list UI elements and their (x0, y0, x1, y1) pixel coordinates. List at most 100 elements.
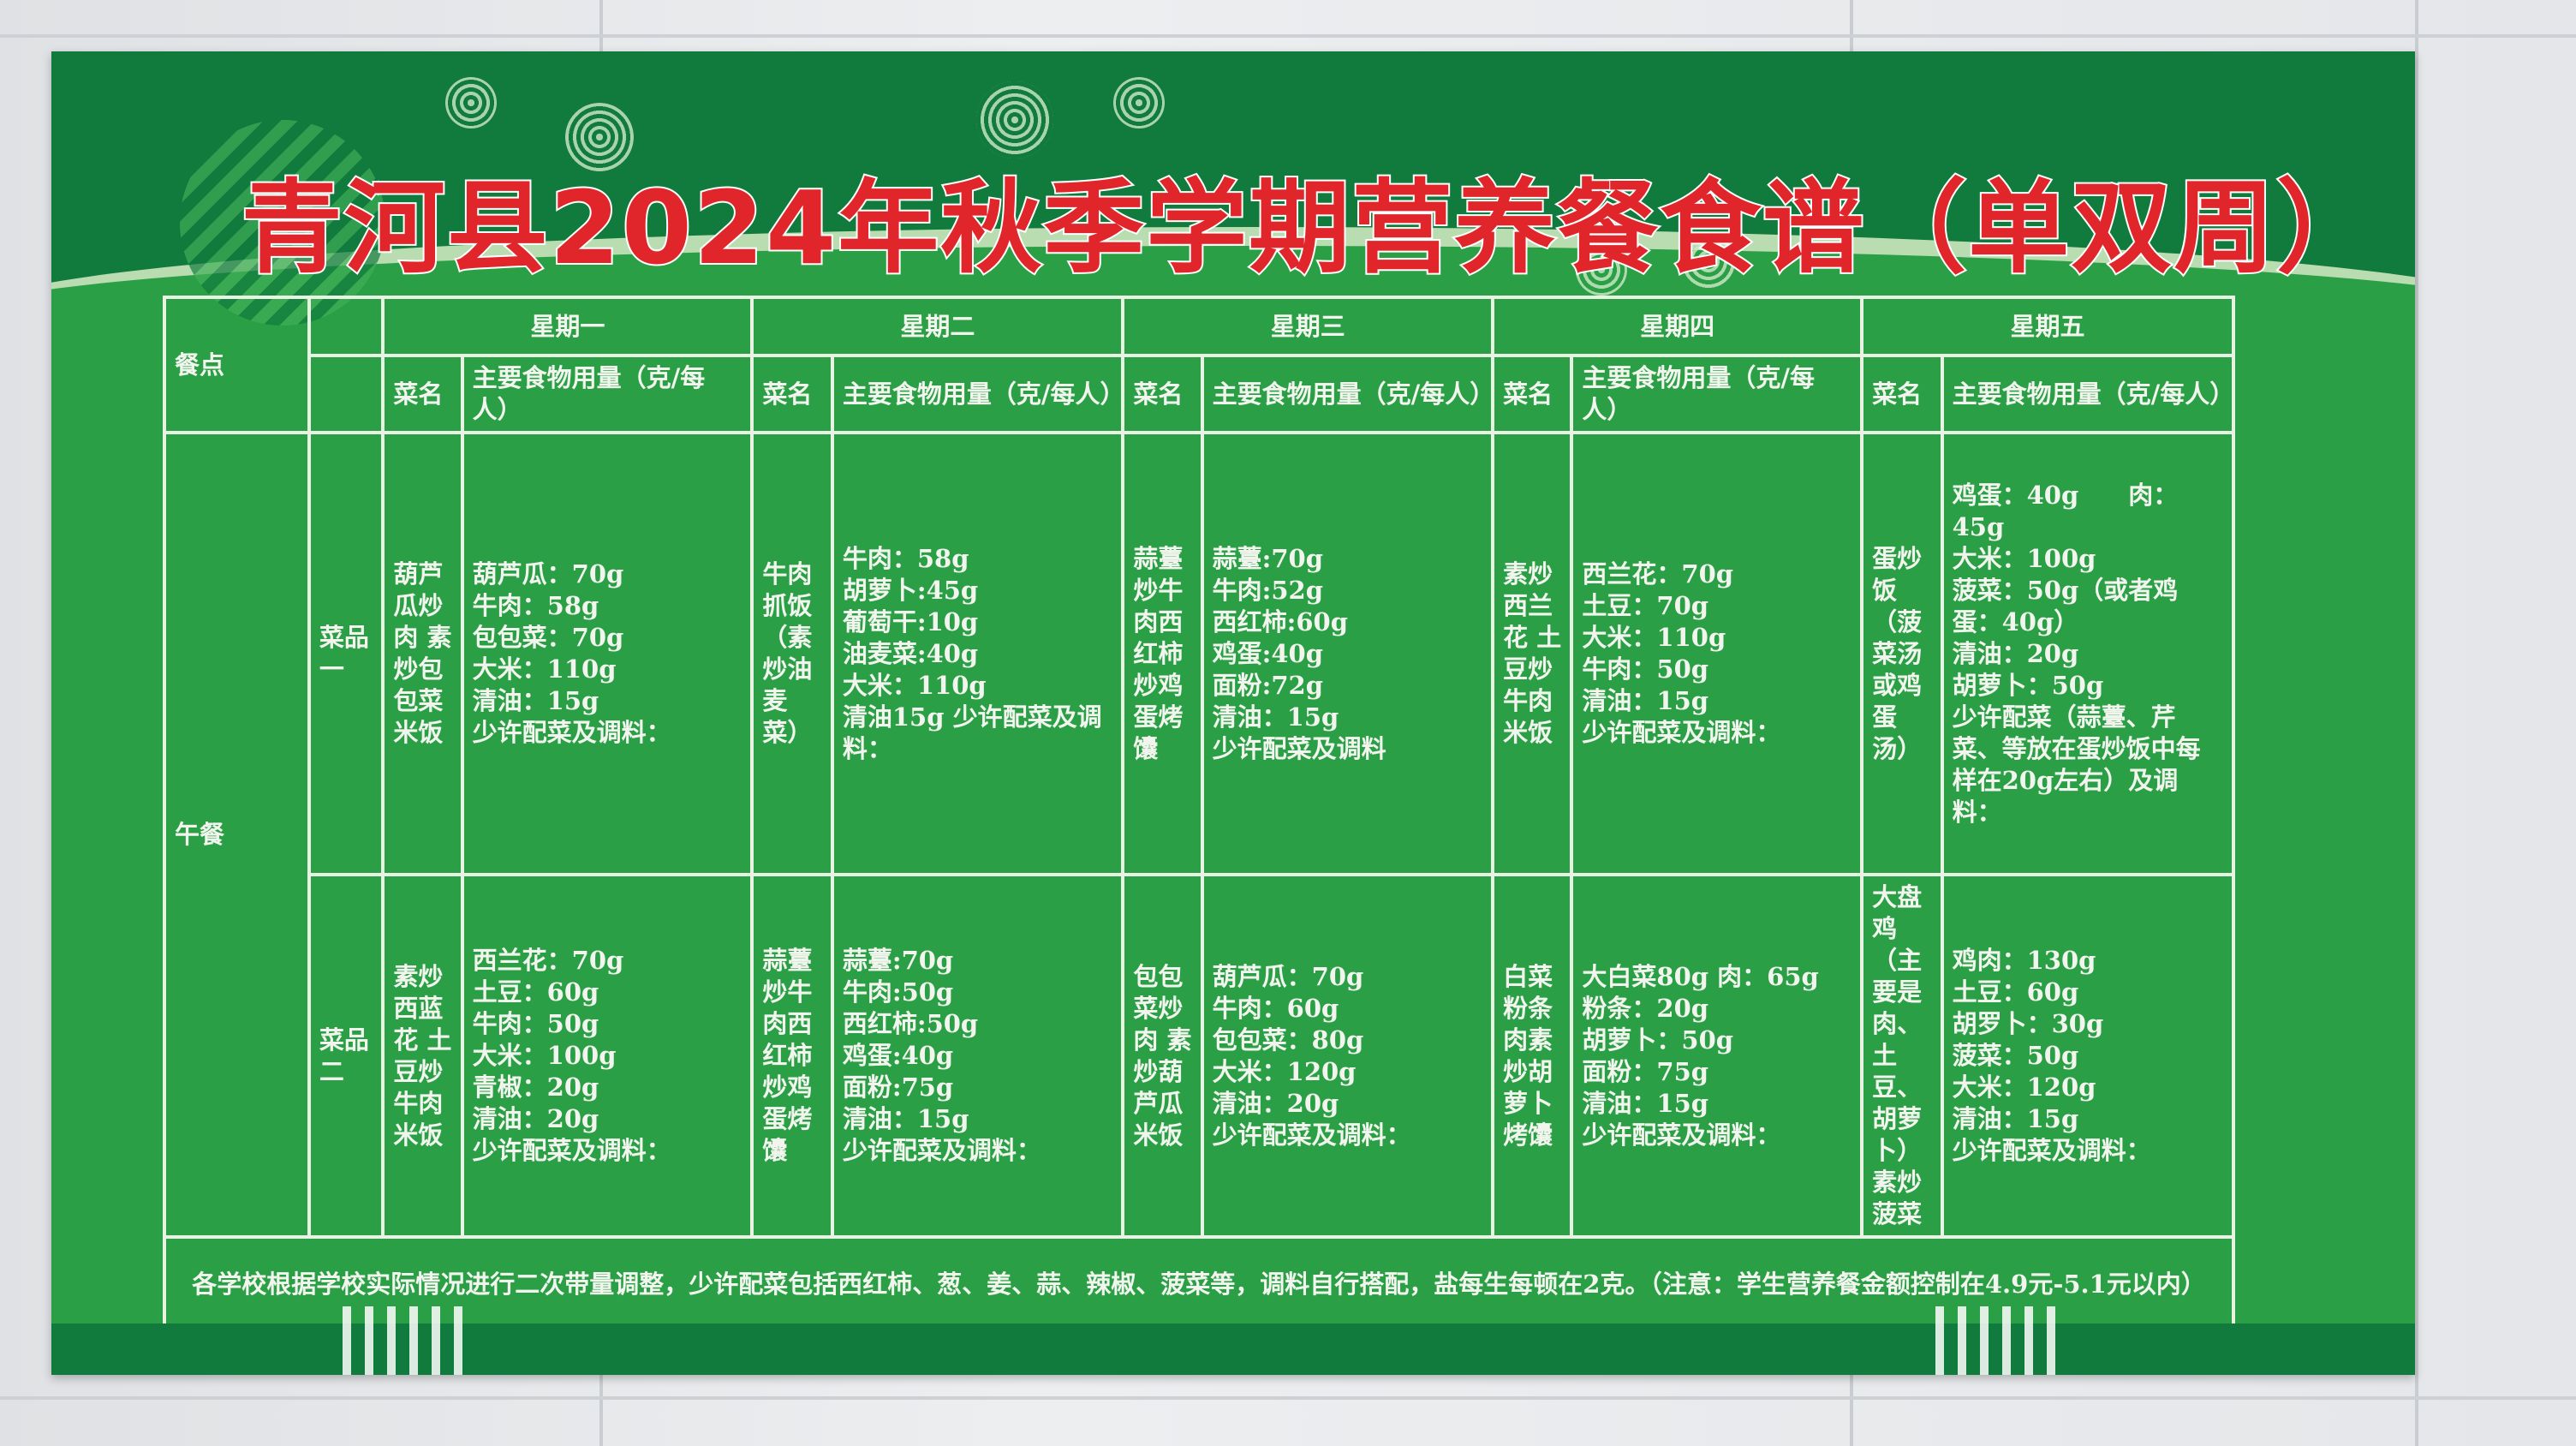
swirl-decoration-icon (565, 103, 634, 171)
amount-line: 牛肉：50g (472, 1009, 599, 1038)
amount-line: 葫芦瓜：70g (472, 559, 624, 589)
amount-line: 大米：120g (1212, 1056, 1357, 1086)
amount-line: 胡萝卜：50g (1952, 670, 2104, 700)
amount-line: 大米：110g (842, 670, 987, 700)
amount-line: 包包菜：70g (472, 623, 624, 652)
dish-name-header: 菜名 (381, 354, 464, 434)
day-header: 星期二 (750, 296, 1125, 357)
dish-amounts: 西兰花：70g 土豆：60g 牛肉：50g 大米：100g 青椒：20g 清油：20g 少许… (460, 873, 754, 1239)
empty-header-cell (307, 296, 385, 357)
amount-line: 鸡肉：130g (1952, 946, 2096, 975)
amount-line: 大米：100g (472, 1041, 617, 1070)
amount-line: 西红柿:50g (842, 1009, 979, 1038)
meal-label: 午餐 (163, 431, 311, 1239)
table-row: 午餐 菜品一 葫芦瓜炒肉 素炒包包菜米饭 葫芦瓜：70g 牛肉：58g 包包菜：70g 大米… (163, 431, 2236, 1239)
swirl-decoration-icon (1576, 244, 1627, 296)
amount-line: 面粉：75g (1582, 1056, 1709, 1086)
dish-slot-label: 菜品一 (307, 431, 385, 876)
dish-name: 牛肉抓饭（素炒油麦菜） (750, 431, 834, 876)
amount-header: 主要食物用量（克/每人） (1940, 354, 2236, 434)
amount-line: 面粉:75g (842, 1073, 954, 1102)
dish-name: 白菜粉条肉素炒胡萝卜 烤馕 (1491, 873, 1574, 1239)
dish-amounts: 鸡肉：130g 土豆：60g 胡罗卜：30g 菠菜：50g 大米：120g 清油：15g 少… (1940, 873, 2236, 1239)
amount-line: 少许配菜及调料： (472, 718, 671, 747)
dish-slot-label: 菜品二 (307, 873, 385, 1239)
amount-line: 清油：20g (1212, 1088, 1339, 1118)
amount-line: 少许配菜及调料： (1582, 1120, 1781, 1150)
dish-name: 大盘鸡（主要是肉、土豆、胡萝卜）素炒菠菜 (1860, 873, 1944, 1239)
amount-line: 牛肉：58g (472, 591, 599, 620)
amount-line: 大米：110g (472, 654, 617, 684)
amount-line: 西兰花：70g (472, 946, 624, 975)
wall-tile-seam (0, 1396, 2576, 1400)
amount-line: 少许配菜（蒜薹、芹菜、等放在蛋炒饭中每样在20g左右）及调料： (1952, 702, 2201, 827)
dish-amounts: 西兰花：70g 土豆：70g 大米：110g 牛肉：50g 清油：15g 少许配菜及调料： (1570, 431, 1864, 876)
amount-line: 油麦菜:40g (842, 638, 979, 668)
header-row-days: 餐点 星期一 星期二 星期三 星期四 星期五 (163, 296, 2235, 434)
header-row-columns: 菜名 主要食物用量（克/每人） 菜名 主要食物用量（克/每人） 菜名 主要食物用量（克/每… (164, 354, 2236, 434)
dish-amounts: 牛肉：58g 胡萝卜:45g 葡萄干:10g 油麦菜:40g 大米：110g 清油15g … (830, 431, 1125, 876)
amount-line: 西兰花：70g (1582, 559, 1734, 589)
swirl-decoration-icon (445, 77, 497, 128)
footer-row: 各学校根据学校实际情况进行二次带量调整，少许配菜包括西红柿、葱、姜、蒜、辣椒、菠… (163, 1235, 2235, 1334)
amount-line: 清油：20g (472, 1104, 599, 1133)
striped-circle-decoration (180, 120, 385, 326)
amount-line: 鸡蛋:40g (1212, 638, 1323, 668)
amount-line: 胡罗卜：30g (1952, 1009, 2104, 1038)
amount-line: 清油：20g (1952, 638, 2079, 668)
amount-line: 西红柿:60g (1212, 606, 1348, 636)
amount-line: 菠菜：50g（或者鸡蛋：40g） (1952, 575, 2179, 636)
amount-line: 大米：110g (1582, 623, 1726, 652)
dish-name: 素炒西兰花 土豆炒牛肉米饭 (1491, 431, 1574, 876)
amount-line: 清油：15g (1212, 702, 1339, 732)
dish-name: 蒜薹炒牛肉西红柿炒鸡蛋烤馕 (1121, 431, 1204, 876)
amount-line: 少许配菜及调料： (1582, 718, 1781, 747)
amount-line: 少许配菜及调料： (842, 1136, 1041, 1165)
amount-line: 牛肉：58g (842, 543, 969, 573)
empty-header-cell (307, 354, 385, 434)
amount-line: 清油：15g (472, 686, 599, 715)
amount-line: 大米：120g (1952, 1073, 2096, 1102)
day-header: 星期三 (1121, 296, 1495, 357)
amount-line: 鸡蛋：40g 肉：45g (1952, 480, 2179, 541)
amount-line: 牛肉：50g (1582, 654, 1709, 684)
amount-line: 土豆：60g (1952, 977, 2079, 1007)
amount-line: 葫芦瓜：70g (1212, 961, 1364, 991)
meal-header: 餐点 (163, 296, 311, 434)
amount-line: 包包菜：80g (1212, 1025, 1364, 1055)
amount-line: 菠菜：50g (1952, 1041, 2079, 1070)
amount-line: 大米：100g (1952, 543, 2096, 573)
amount-line: 胡萝卜:45g (842, 575, 979, 605)
amount-line: 大白菜80g 肉：65g (1582, 961, 1819, 991)
day-header: 星期四 (1491, 296, 1864, 357)
amount-line: 清油：15g (842, 1104, 969, 1133)
dish-name: 包包菜炒肉 素炒葫芦瓜米饭 (1121, 873, 1204, 1239)
menu-poster: 青河县2024年秋季学期营养餐食谱（单双周） 餐点 星期一 星期二 星期三 星期四 星期五… (51, 51, 2415, 1375)
amount-line: 牛肉:50g (842, 977, 954, 1007)
dish-name-header: 菜名 (1860, 354, 1944, 434)
poster-title: 青河县2024年秋季学期营养餐食谱（单双周） (240, 167, 2380, 289)
amount-header: 主要食物用量（克/每人） (830, 354, 1124, 434)
amount-line: 土豆：70g (1582, 591, 1709, 620)
amount-line: 清油：15g (1582, 686, 1709, 715)
amount-line: 少许配菜及调料： (1212, 1120, 1411, 1150)
dish-name: 葫芦瓜炒肉 素炒包包菜米饭 (381, 431, 464, 876)
dish-amounts: 蒜薹:70g 牛肉:52g 西红柿:60g 鸡蛋:40g 面粉:72g 清油：15g 少许配… (1200, 431, 1495, 876)
amount-line: 鸡蛋:40g (842, 1041, 954, 1070)
amount-header: 主要食物用量（克/每人） (1200, 354, 1494, 434)
amount-line: 胡萝卜：50g (1582, 1025, 1734, 1055)
amount-line: 少许配菜及调料： (1952, 1136, 2151, 1165)
amount-header: 主要食物用量（克/每人） (460, 354, 754, 434)
amount-line: 少许配菜及调料 (1212, 733, 1386, 763)
amount-line: 葡萄干:10g (842, 606, 979, 636)
amount-header: 主要食物用量（克/每人） (1570, 354, 1864, 434)
amount-line: 蒜薹:70g (842, 946, 954, 975)
day-header: 星期一 (381, 296, 754, 357)
amount-line: 土豆：60g (472, 977, 599, 1007)
amount-line: 牛肉：60g (1212, 993, 1339, 1023)
footer-note: 各学校根据学校实际情况进行二次带量调整，少许配菜包括西红柿、葱、姜、蒜、辣椒、菠… (163, 1235, 2235, 1334)
dish-name: 蒜薹炒牛肉西红柿炒鸡蛋烤馕 (750, 873, 834, 1239)
amount-line: 面粉:72g (1212, 670, 1323, 700)
amount-line: 蒜薹:70g (1212, 543, 1323, 573)
dish-amounts: 葫芦瓜：70g 牛肉：60g 包包菜：80g 大米：120g 清油：20g 少许配菜及调料… (1200, 873, 1495, 1239)
